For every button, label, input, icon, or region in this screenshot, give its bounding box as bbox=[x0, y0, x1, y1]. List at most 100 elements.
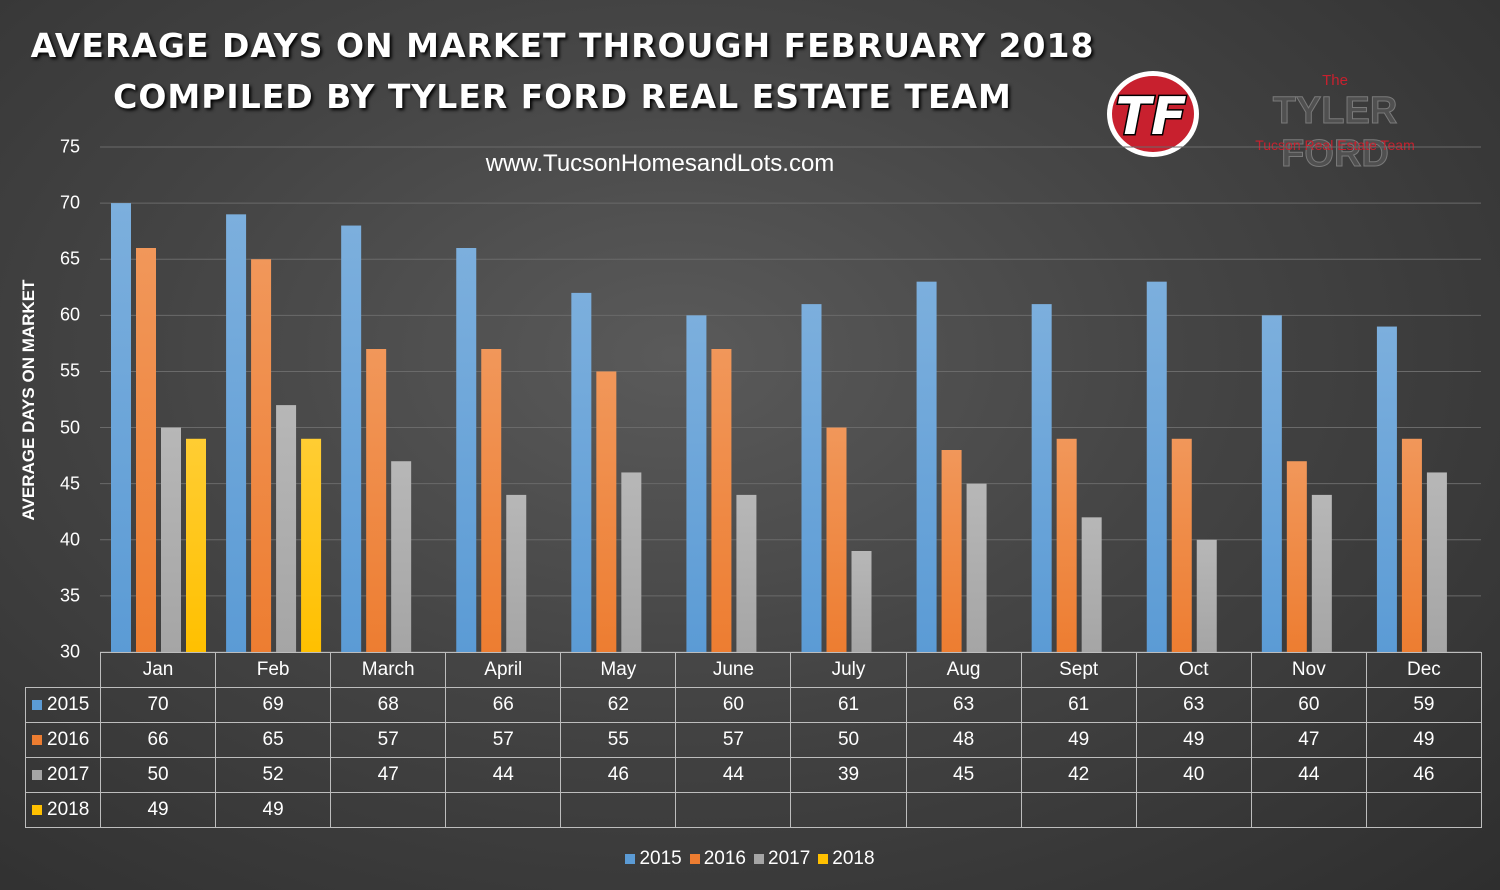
bar-2016-july bbox=[826, 427, 847, 652]
data-label: 47 bbox=[1250, 722, 1367, 758]
data-label: 49 bbox=[215, 792, 332, 828]
bar-2017-jan bbox=[161, 427, 181, 652]
bar-2017-april bbox=[506, 494, 527, 652]
data-label bbox=[905, 792, 1022, 828]
x-tick-label: Feb bbox=[215, 652, 332, 688]
bar-2016-aug bbox=[941, 450, 962, 652]
data-label: 69 bbox=[215, 687, 332, 723]
table-row: 2018 49 49 bbox=[25, 792, 1482, 828]
legend-item-2017: 2017 bbox=[754, 848, 810, 870]
y-tick-label: 35 bbox=[59, 585, 80, 606]
data-table: Jan Feb March April May June July Aug Sept Oct Nov… bbox=[25, 652, 1482, 828]
bar-2017-feb bbox=[276, 405, 297, 652]
bar-2015-june bbox=[686, 315, 707, 652]
x-tick-label: Sept bbox=[1020, 652, 1137, 688]
data-label bbox=[675, 792, 792, 828]
legend-item-2016: 2016 bbox=[689, 848, 746, 870]
brand-the: The bbox=[1322, 72, 1348, 89]
x-tick-label: Oct bbox=[1135, 652, 1252, 688]
data-label: 45 bbox=[905, 757, 1022, 793]
bar-2017-aug bbox=[966, 483, 987, 652]
chart-title-line-1: AVERAGE DAYS ON MARKET THROUGH FEBRUARY … bbox=[30, 26, 1095, 65]
data-label: 50 bbox=[99, 757, 217, 793]
bar-2016-feb bbox=[251, 259, 272, 652]
data-label: 66 bbox=[99, 722, 217, 758]
series-swatch bbox=[32, 699, 42, 710]
data-label: 44 bbox=[445, 757, 562, 793]
bar-2017-july bbox=[851, 551, 872, 652]
brand-name: TYLER FORD bbox=[1272, 90, 1398, 176]
bar-2016-april bbox=[481, 349, 502, 652]
data-label bbox=[790, 792, 907, 828]
bar-2015-jan bbox=[111, 203, 131, 652]
x-tick-label: March bbox=[330, 652, 447, 688]
data-label: 44 bbox=[675, 757, 792, 793]
data-label bbox=[1135, 792, 1252, 828]
data-label: 42 bbox=[1020, 757, 1137, 793]
x-tick-label: July bbox=[790, 652, 907, 688]
y-tick-label: 75 bbox=[59, 136, 80, 157]
series-swatch bbox=[32, 734, 42, 745]
data-label: 52 bbox=[215, 757, 332, 793]
table-row: 2015 70 69 68 66 62 60 61 63 61 63 60 59 bbox=[25, 687, 1482, 723]
series-label: 2016 bbox=[25, 722, 101, 758]
data-label: 68 bbox=[330, 687, 447, 723]
legend-label: 2015 bbox=[639, 848, 682, 869]
y-tick-label: 60 bbox=[59, 304, 80, 325]
bar-2016-nov bbox=[1286, 461, 1307, 652]
data-label: 66 bbox=[445, 687, 562, 723]
data-label bbox=[1365, 792, 1482, 828]
data-label: 70 bbox=[99, 687, 217, 723]
bar-2016-june bbox=[711, 349, 732, 652]
x-tick-label: June bbox=[675, 652, 792, 688]
data-label: 44 bbox=[1250, 757, 1367, 793]
data-label: 49 bbox=[1365, 722, 1482, 758]
bar-2017-june bbox=[736, 494, 757, 652]
legend-swatch bbox=[689, 853, 700, 864]
bar-2017-march bbox=[391, 461, 412, 652]
bar-2017-dec bbox=[1426, 472, 1447, 652]
y-tick-label: 55 bbox=[59, 360, 80, 381]
tyler-ford-logo: TF bbox=[1107, 71, 1199, 157]
x-tick-label: Nov bbox=[1250, 652, 1367, 688]
data-label: 40 bbox=[1135, 757, 1252, 793]
bar-2017-oct bbox=[1196, 539, 1217, 652]
x-tick-label: Aug bbox=[905, 652, 1022, 688]
bar-2015-dec bbox=[1376, 326, 1397, 652]
chart-title-line-2: COMPILED BY TYLER FORD REAL ESTATE TEAM bbox=[113, 77, 1012, 116]
data-label: 46 bbox=[1365, 757, 1482, 793]
data-label: 65 bbox=[215, 722, 332, 758]
legend-swatch bbox=[625, 853, 636, 864]
data-label: 46 bbox=[560, 757, 677, 793]
series-swatch bbox=[32, 804, 42, 815]
data-label: 47 bbox=[330, 757, 447, 793]
data-label bbox=[560, 792, 677, 828]
data-label: 63 bbox=[905, 687, 1022, 723]
data-label: 49 bbox=[1135, 722, 1252, 758]
data-label: 63 bbox=[1135, 687, 1252, 723]
data-label bbox=[445, 792, 562, 828]
data-label bbox=[1250, 792, 1367, 828]
data-label: 49 bbox=[99, 792, 217, 828]
legend-item-2015: 2015 bbox=[625, 848, 682, 870]
x-tick-label: Dec bbox=[1365, 652, 1482, 688]
y-tick-label: 45 bbox=[59, 473, 80, 494]
bar-2015-july bbox=[801, 304, 822, 652]
bar-2016-may bbox=[596, 371, 617, 652]
series-label: 2018 bbox=[25, 792, 101, 828]
website-url: www.TucsonHomesandLots.com bbox=[485, 150, 835, 177]
data-label: 50 bbox=[790, 722, 907, 758]
data-label: 57 bbox=[330, 722, 447, 758]
data-label: 62 bbox=[560, 687, 677, 723]
legend: 2015 2016 2017 2018 bbox=[0, 848, 1500, 870]
series-label: 2015 bbox=[25, 687, 101, 723]
series-swatch bbox=[32, 769, 42, 780]
bar-2016-dec bbox=[1401, 438, 1422, 652]
bar-2016-oct bbox=[1171, 438, 1192, 652]
legend-label: 2018 bbox=[832, 848, 875, 869]
y-tick-label: 40 bbox=[59, 529, 80, 550]
legend-label: 2016 bbox=[703, 848, 746, 869]
y-tick-label: 65 bbox=[59, 248, 80, 269]
data-label: 61 bbox=[790, 687, 907, 723]
